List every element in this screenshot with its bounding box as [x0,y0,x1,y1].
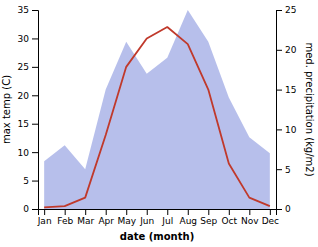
tick-label: Oct [222,216,238,226]
tick-label: 20 [285,45,297,55]
tick-mark [276,209,282,210]
tick: Oct [222,209,238,226]
tick: 15 [276,85,296,95]
tick-mark [44,209,45,215]
tick-mark [32,95,38,96]
tick-label: 5 [23,176,29,186]
tick: Jun [139,209,154,226]
y-axis-title: max temp (C) [1,75,12,144]
y-axis: 0 5 10 15 20 25 30 35 [18,5,39,214]
tick-label: 15 [18,119,29,129]
axis-line [39,210,277,216]
tick: 25 [276,5,296,15]
axis-line [32,11,39,210]
tick-label: 20 [18,91,30,101]
tick: Apr [98,209,114,226]
tick-label: 5 [285,165,291,175]
tick-mark [208,209,209,215]
tick-label: Apr [98,216,114,226]
tick-label: Jul [161,216,173,226]
tick: Dec [262,209,279,226]
tick: 15 [18,119,38,129]
tick-mark [249,209,250,215]
tick: 10 [18,148,38,158]
tick: 30 [18,34,38,44]
tick-mark [32,152,38,153]
tick-mark [147,209,148,215]
tick: 0 [276,204,291,214]
tick: 25 [18,62,38,72]
tick-label: 35 [18,5,29,15]
tick: Nov [241,209,259,226]
tick: 20 [18,91,38,101]
tick-mark [276,10,282,11]
tick-mark [85,209,86,215]
tick-label: Feb [57,216,73,226]
tick-label: 0 [285,204,291,214]
y2-axis-title: med. precipitation (kg/m2) [304,42,315,176]
tick-mark [229,209,230,215]
tick-mark [126,209,127,215]
tick-label: Sep [200,216,217,226]
tick-mark [65,209,66,215]
tick-mark [276,50,282,51]
tick-label: 30 [18,34,30,44]
tick: Aug [179,209,197,226]
y2-axis: 0 5 10 15 20 25 [276,5,297,214]
tick-label: 10 [285,125,297,135]
tick-label: Jan [37,216,52,226]
axis-line [277,11,283,210]
tick: 10 [276,125,297,135]
tick-label: Aug [179,216,197,226]
tick-mark [276,169,282,170]
tick: 35 [18,5,38,15]
tick-label: 25 [285,5,296,15]
tick-mark [32,124,38,125]
tick: May [117,209,136,226]
tick-mark [32,38,38,39]
tick-mark [270,209,271,215]
tick-mark [167,209,168,215]
tick-mark [188,209,189,215]
plot-area: Jan Feb Mar AprMayJun Jul AugSep OctNovDec 0 5 10… [1,5,315,242]
marks [44,10,270,209]
tick-label: Jun [139,216,154,226]
tick: Feb [57,209,73,226]
area [44,10,270,209]
line [44,27,270,207]
tick-label: Nov [241,216,259,226]
tick: 5 [23,176,38,186]
tick-label: Dec [262,216,279,226]
tick-mark [106,209,107,215]
tick: 5 [276,165,291,175]
tick: 20 [276,45,297,55]
tick: Sep [200,209,217,226]
tick-mark [32,10,38,11]
tick-mark [276,90,282,91]
tick-label: 10 [18,148,30,158]
tick: 0 [23,204,38,214]
tick-mark [276,129,282,130]
tick-mark [32,209,38,210]
tick-label: 0 [23,204,29,214]
tick: Jan [37,209,52,226]
tick: Jul [161,209,173,226]
tick-label: 15 [285,85,296,95]
chart: Jan Feb Mar AprMayJun Jul AugSep OctNovDec 0 5 10… [0,0,318,247]
tick-mark [32,181,38,182]
tick: Mar [77,209,94,226]
tick-label: May [117,216,136,226]
tick-label: 25 [18,62,29,72]
tick-mark [32,67,38,68]
x-axis-title: date (month) [120,231,194,242]
x-axis: Jan Feb Mar AprMayJun Jul AugSep OctNovDec [37,209,279,226]
tick-label: Mar [77,216,94,226]
